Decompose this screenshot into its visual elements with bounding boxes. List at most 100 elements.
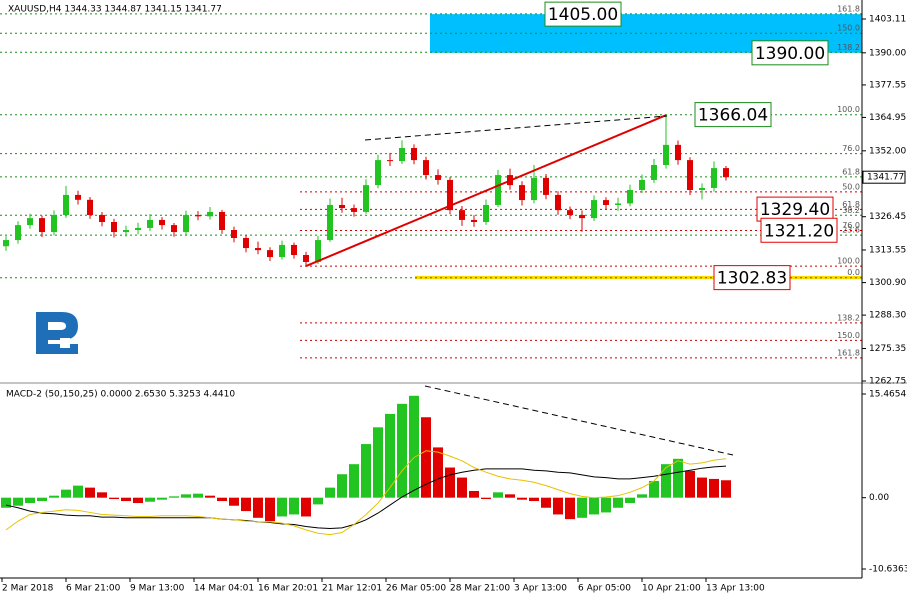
histogram-bar [325,487,335,498]
candle-body [339,204,345,209]
histogram-bar [73,485,83,498]
candle-body [399,147,405,162]
candle-body [723,168,729,178]
x-tick-label: 10 Apr 21:00 [642,584,701,594]
candle-body [579,215,585,219]
histogram-bar [637,494,647,498]
x-tick-label: 13 Apr 13:00 [706,584,765,594]
candle-body [471,219,477,222]
histogram-bar [337,474,347,498]
candle-body [711,168,717,188]
candle-body [159,219,165,226]
histogram-bar [517,497,527,500]
price-label: 1366.04 [698,106,768,126]
histogram-bar [25,497,35,504]
histogram-bar [205,495,215,498]
current-price-label: 1341.77 [867,173,904,183]
histogram-bar [277,497,287,517]
y-tick-label: 1300.90 [869,278,906,288]
histogram-bar [121,497,131,502]
candle-body [387,160,393,162]
candle-body [75,194,81,200]
indicator-line [5,465,727,530]
chart-title: XAUUSD,H4 1344.33 1344.87 1341.15 1341.7… [8,5,222,15]
y-tick-label: 15.4654 [869,390,906,400]
fib-level-label: 61.8 [842,167,860,176]
price-label-box [756,196,834,222]
price-label: 1390.00 [755,44,825,64]
histogram-bar [541,497,551,508]
price-label: 1321.20 [764,221,834,241]
candle-body [555,194,561,211]
candle-body [171,225,177,233]
candle-body [51,215,57,233]
histogram-bar [493,492,503,498]
histogram-bar [253,497,263,518]
histogram-bar [445,467,455,498]
histogram-bar [229,497,239,506]
candle-body [303,255,309,262]
candle-body [531,177,537,201]
current-price-box [862,170,906,184]
macd-trendline [424,385,734,456]
indicator-line [5,450,727,536]
fib-level-label: 38.2 [842,206,860,215]
y-tick-label: 0.00 [869,493,889,503]
fib-level-label: 161.8 [837,4,860,13]
fib-level-label: 138.2 [837,43,860,52]
y-tick-label: 1377.55 [869,80,906,90]
candle-body [411,147,417,161]
y-tick-label: -10.6363 [869,564,907,574]
candle-body [447,179,453,211]
candle-body [663,144,669,166]
fib-levels: 161.8150.0138.2100.076.061.838.223.60.05… [0,4,862,359]
candle-body [231,229,237,238]
fib-level-label: 150.0 [837,331,860,340]
candle-body [99,215,105,222]
candle-body [279,244,285,258]
histogram-bar [673,458,683,498]
histogram-bar [133,497,143,504]
histogram-bar [433,447,443,498]
candle-body [315,240,321,262]
candle-body [183,215,189,233]
candle-body [615,203,621,205]
fib-level-label: 150.0 [837,24,860,33]
candle-body [195,215,201,217]
histogram-bar [193,493,203,498]
candle-body [483,204,489,222]
histogram-bar [469,490,479,498]
price-label-box [751,40,829,66]
candle-body [675,144,681,161]
histogram-bar [589,497,599,515]
histogram-bar [565,497,575,520]
fib-level-label: 100.0 [837,105,860,114]
fib-level-label: 100.0 [837,257,860,266]
y-tick-label: 1288.30 [869,311,906,321]
y-tick-label: 1326.45 [869,212,906,222]
histogram-bar [697,477,707,498]
marks [1,114,731,536]
y-tick-label: 1352.00 [869,146,906,156]
histogram-bar [505,494,515,498]
histogram-bar [49,495,59,498]
histogram-bar [301,497,311,517]
histogram-bar [289,497,299,515]
candle-body [519,185,525,201]
histogram-bar [97,492,107,498]
histogram-bar [661,464,671,498]
x-tick-label: 2 Mar 2018 [2,584,54,594]
histogram-bar [1,497,11,508]
price-label: 1405.00 [548,5,618,25]
histogram-bar [625,497,635,504]
histogram-bar [373,427,383,498]
histogram-bar [13,497,23,506]
fib-level-label: 138.2 [837,313,860,322]
histogram-bar [421,417,431,498]
histogram-bar [37,497,47,502]
candle-body [543,177,549,195]
